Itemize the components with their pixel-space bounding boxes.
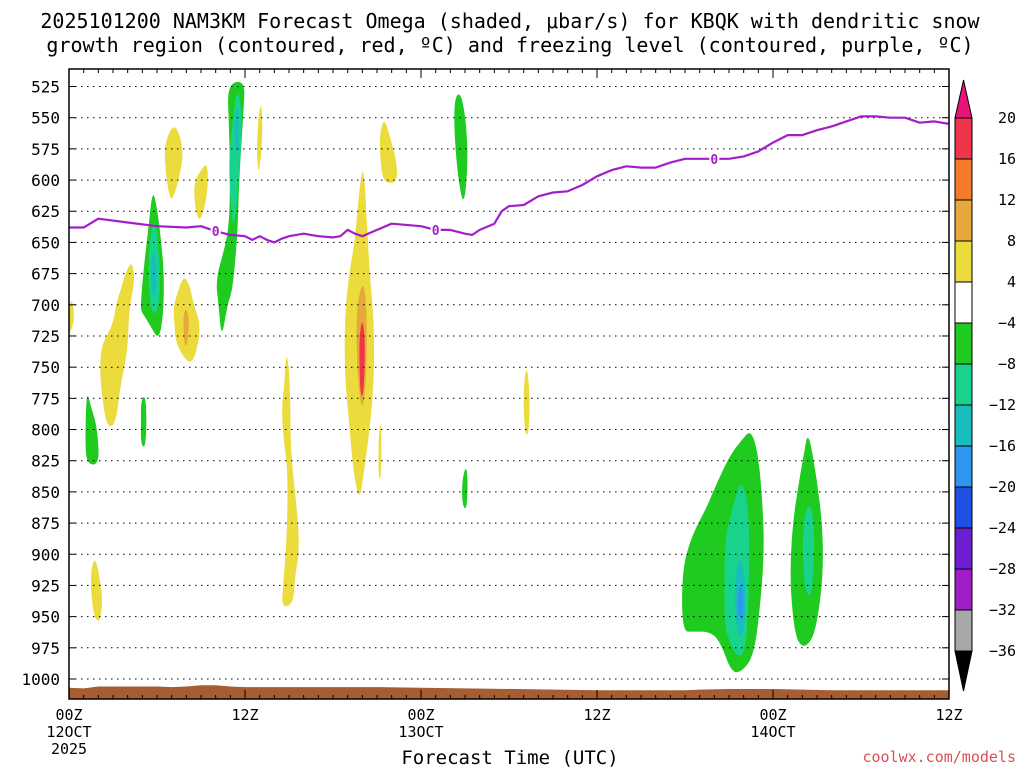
omega-region-yellow-03: [164, 127, 183, 199]
omega-region-yellow-07: [282, 357, 299, 607]
y-tick-label: 925: [31, 576, 60, 595]
y-tick-label: 700: [31, 296, 60, 315]
y-tick-label: 550: [31, 109, 60, 128]
freezing-level-label-bg: [210, 223, 221, 240]
omega-region-yellow-02: [100, 264, 135, 427]
y-tick-label: 575: [31, 140, 60, 159]
colorbar-over-triangle: [954, 79, 973, 119]
colorbar-label: 8: [1007, 232, 1016, 250]
omega-shaded-regions: [69, 81, 823, 673]
x-tick-label: 00Z: [759, 706, 786, 724]
omega-region-yellow-04: [194, 165, 208, 219]
colorbar-label: −36: [989, 642, 1016, 660]
y-tick-label: 875: [31, 514, 60, 533]
title-line-1: 2025101200 NAM3KM Forecast Omega (shaded…: [40, 9, 980, 33]
credit-text: coolwx.com/models: [862, 748, 1016, 766]
y-tick-label: 725: [31, 327, 60, 346]
colorbar-bin: [954, 281, 973, 324]
y-tick-label: 800: [31, 421, 60, 440]
x-tick-label: 2025: [51, 740, 87, 758]
y-tick-label: 675: [31, 265, 60, 284]
colorbar-bin: [954, 404, 973, 447]
omega-region-yellow-10: [379, 121, 397, 183]
colorbar-bin: [954, 527, 973, 570]
omega-region-cyan-03: [234, 108, 239, 153]
omega-region-yellow-01: [69, 301, 74, 332]
y-axis: 525 550 575 600 625 650 675 700 725 750 775 800 825 8…: [21, 78, 949, 689]
omega-region-green-06: [462, 468, 468, 509]
omega-region-teal-02: [802, 506, 815, 596]
y-tick-label: 775: [31, 389, 60, 408]
y-tick-label: 825: [31, 452, 60, 471]
colorbar-label: −28: [989, 560, 1016, 578]
freezing-level-label-bg: [709, 150, 720, 167]
omega-region-yellow-12: [523, 370, 530, 435]
y-tick-label: 975: [31, 639, 60, 658]
freezing-level-label: 0: [432, 224, 440, 239]
freezing-level-label-bg: [430, 221, 441, 238]
colorbar-bin: [954, 363, 973, 406]
y-tick-label: 600: [31, 171, 60, 190]
y-tick-label: 850: [31, 483, 60, 502]
colorbar-bin: [954, 199, 973, 242]
freezing-level-label: 0: [212, 225, 220, 240]
omega-region-orange-02: [183, 309, 189, 347]
y-tick-label: 625: [31, 202, 60, 221]
colorbar-label: −32: [989, 601, 1016, 619]
colorbar-under-triangle: [954, 650, 973, 692]
colorbar: 20 16 12 8 4 −4 −8 −12 −16 −20 −24 −28 −32 −36: [954, 79, 1016, 692]
x-tick-label: 13OCT: [398, 723, 443, 741]
colorbar-label: 4: [1007, 273, 1016, 291]
omega-region-cyan-01: [151, 252, 157, 296]
colorbar-label: −12: [989, 396, 1016, 414]
freezing-level-line: [69, 115, 949, 244]
x-tick-label: 00Z: [55, 706, 82, 724]
colorbar-bin: [954, 322, 973, 365]
colorbar-bin: [954, 568, 973, 611]
omega-region-yellow-09: [378, 425, 382, 480]
title-line-2: growth region (contoured, red, ºC) and f…: [46, 33, 973, 57]
y-tick-label: 650: [31, 233, 60, 252]
omega-region-green-05: [454, 94, 468, 200]
colorbar-label: −8: [998, 355, 1016, 373]
colorbar-label: 12: [998, 191, 1016, 209]
gridlines: [69, 86, 949, 680]
omega-region-green-02: [140, 397, 147, 447]
y-tick-label: 950: [31, 608, 60, 627]
omega-region-yellow-11: [91, 560, 102, 621]
freezing-level-label: 0: [710, 153, 718, 168]
colorbar-label: 20: [998, 109, 1016, 127]
omega-region-blue-01: [737, 584, 744, 620]
colorbar-bin: [954, 240, 973, 283]
omega-region-red-01: [359, 322, 365, 396]
omega-region-yellow-06: [257, 106, 263, 170]
freezing-level: 0 0 0: [69, 115, 949, 244]
colorbar-bin: [954, 445, 973, 488]
x-tick-label: 12OCT: [46, 723, 91, 741]
x-tick-label: 14OCT: [750, 723, 795, 741]
y-tick-label: 900: [31, 545, 60, 564]
x-tick-label: 12Z: [231, 706, 258, 724]
y-tick-label: 525: [31, 78, 60, 97]
colorbar-bin: [954, 117, 973, 160]
omega-region-green-01: [85, 396, 99, 465]
x-tick-label: 12Z: [583, 706, 610, 724]
x-tick-label: 12Z: [935, 706, 962, 724]
colorbar-label: −24: [989, 519, 1016, 537]
y-tick-label: 750: [31, 358, 60, 377]
colorbar-bin: [954, 486, 973, 529]
x-axis-label: Forecast Time (UTC): [401, 747, 618, 768]
colorbar-bin: [954, 609, 973, 652]
colorbar-bin: [954, 158, 973, 201]
colorbar-label: −4: [998, 314, 1016, 332]
omega-region-green-07: [682, 433, 764, 673]
y-tick-label: 1000: [21, 670, 60, 689]
x-tick-label: 00Z: [407, 706, 434, 724]
colorbar-label: −20: [989, 478, 1016, 496]
colorbar-label: −16: [989, 437, 1016, 455]
colorbar-label: 16: [998, 150, 1016, 168]
chart-title: 2025101200 NAM3KM Forecast Omega (shaded…: [40, 9, 980, 57]
